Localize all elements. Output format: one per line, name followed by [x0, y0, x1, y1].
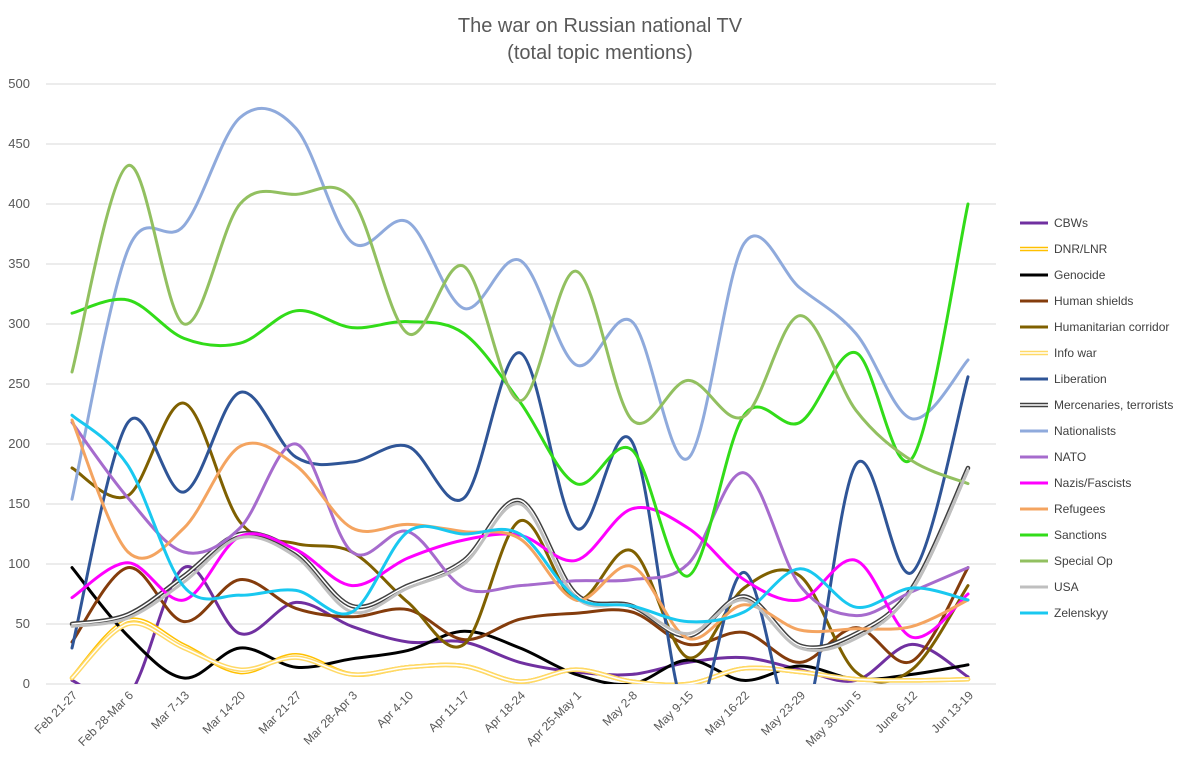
- series-line-nazis-fascists: [70, 506, 970, 640]
- x-tick-label: Mar 28-Apr 3: [301, 688, 361, 748]
- legend-label: Nazis/Fascists: [1054, 476, 1131, 490]
- legend-label: Special Op: [1054, 554, 1113, 568]
- legend-item: Human shields: [1020, 294, 1133, 308]
- legend-item: USA: [1020, 580, 1079, 594]
- legend-label: Zelenskyy: [1054, 606, 1108, 620]
- legend-label: Human shields: [1054, 294, 1133, 308]
- legend-item: NATO: [1020, 450, 1086, 464]
- legend-label: Humanitarian corridor: [1054, 320, 1169, 334]
- x-tick-label: Apr 11-17: [426, 688, 473, 735]
- legend-item: Nazis/Fascists: [1020, 476, 1131, 490]
- x-tick-label: June 6-12: [872, 688, 920, 736]
- legend-label: Refugees: [1054, 502, 1105, 516]
- series-line-nationalists: [70, 107, 970, 501]
- legend-item: Info war: [1020, 346, 1097, 360]
- y-tick-label: 500: [8, 76, 30, 91]
- legend-item: Genocide: [1020, 268, 1106, 282]
- series-line-usa: [70, 468, 970, 653]
- series-lines: [69, 107, 971, 684]
- y-tick-label: 300: [8, 316, 30, 331]
- y-tick-label: 50: [16, 616, 30, 631]
- y-axis-ticks: 0 50 100 150 200 250 300 350 400 450 500: [8, 76, 30, 691]
- series-line-special-op: [70, 164, 970, 486]
- legend-label: USA: [1054, 580, 1079, 594]
- x-tick-label: Jun 13-19: [928, 688, 976, 736]
- x-tick-label: Apr 25-May 1: [523, 688, 584, 749]
- legend-item: Humanitarian corridor: [1020, 320, 1169, 334]
- chart-title: The war on Russian national TV: [458, 15, 743, 37]
- legend-label: Liberation: [1054, 372, 1107, 386]
- x-tick-label: Mar 21-27: [256, 688, 305, 737]
- series-line-mercenaries-terrorists: [71, 467, 969, 649]
- legend-item: Nationalists: [1020, 424, 1116, 438]
- legend-item: Refugees: [1020, 502, 1105, 516]
- legend-label: Info war: [1054, 346, 1097, 360]
- legend-item: Sanctions: [1020, 528, 1107, 542]
- x-tick-label: May 30-Jun 5: [803, 688, 865, 750]
- y-tick-label: 350: [8, 256, 30, 271]
- legend-item: Mercenaries, terrorists: [1020, 398, 1173, 412]
- gridlines: [46, 83, 996, 685]
- x-tick-label: May 9-15: [651, 688, 697, 734]
- x-tick-label: Apr 4-10: [374, 688, 417, 731]
- x-tick-label: Feb 21-27: [32, 688, 81, 737]
- x-tick-label: Feb 28-Mar 6: [75, 688, 136, 749]
- series-line-liberation: [70, 351, 970, 684]
- legend-label: Genocide: [1054, 268, 1106, 282]
- legend-label: CBWs: [1054, 216, 1088, 230]
- legend-item: CBWs: [1020, 216, 1088, 230]
- legend-label: Mercenaries, terrorists: [1054, 398, 1173, 412]
- x-tick-label: Mar 7-13: [148, 688, 192, 732]
- legend-item: Special Op: [1020, 554, 1113, 568]
- legend-label: NATO: [1054, 450, 1086, 464]
- legend: CBWs DNR/LNR Genocide Human shields Humanita…: [1020, 216, 1173, 620]
- x-tick-label: Apr 18-24: [481, 688, 528, 735]
- series-line-sanctions: [70, 202, 970, 578]
- legend-item: DNR/LNR: [1020, 242, 1108, 256]
- series-line-nato: [70, 420, 970, 618]
- x-tick-label: May 23-29: [758, 688, 808, 738]
- legend-item: Liberation: [1020, 372, 1107, 386]
- y-tick-label: 250: [8, 376, 30, 391]
- x-tick-label: May 2-8: [600, 688, 641, 729]
- series-line-genocide: [70, 566, 970, 684]
- y-tick-label: 450: [8, 136, 30, 151]
- y-tick-label: 0: [23, 676, 30, 691]
- y-tick-label: 150: [8, 496, 30, 511]
- y-tick-label: 200: [8, 436, 30, 451]
- x-tick-label: Mar 14-20: [200, 688, 249, 737]
- x-tick-label: May 16-22: [702, 688, 752, 738]
- series-line-refugees: [70, 418, 970, 641]
- series-line-zelenskyy: [70, 413, 970, 624]
- y-tick-label: 400: [8, 196, 30, 211]
- legend-label: Sanctions: [1054, 528, 1107, 542]
- legend-label: DNR/LNR: [1054, 242, 1108, 256]
- series-line-info-war: [71, 622, 969, 684]
- chart-subtitle: (total topic mentions): [507, 42, 693, 64]
- legend-label: Nationalists: [1054, 424, 1116, 438]
- legend-item: Zelenskyy: [1020, 606, 1108, 620]
- y-tick-label: 100: [8, 556, 30, 571]
